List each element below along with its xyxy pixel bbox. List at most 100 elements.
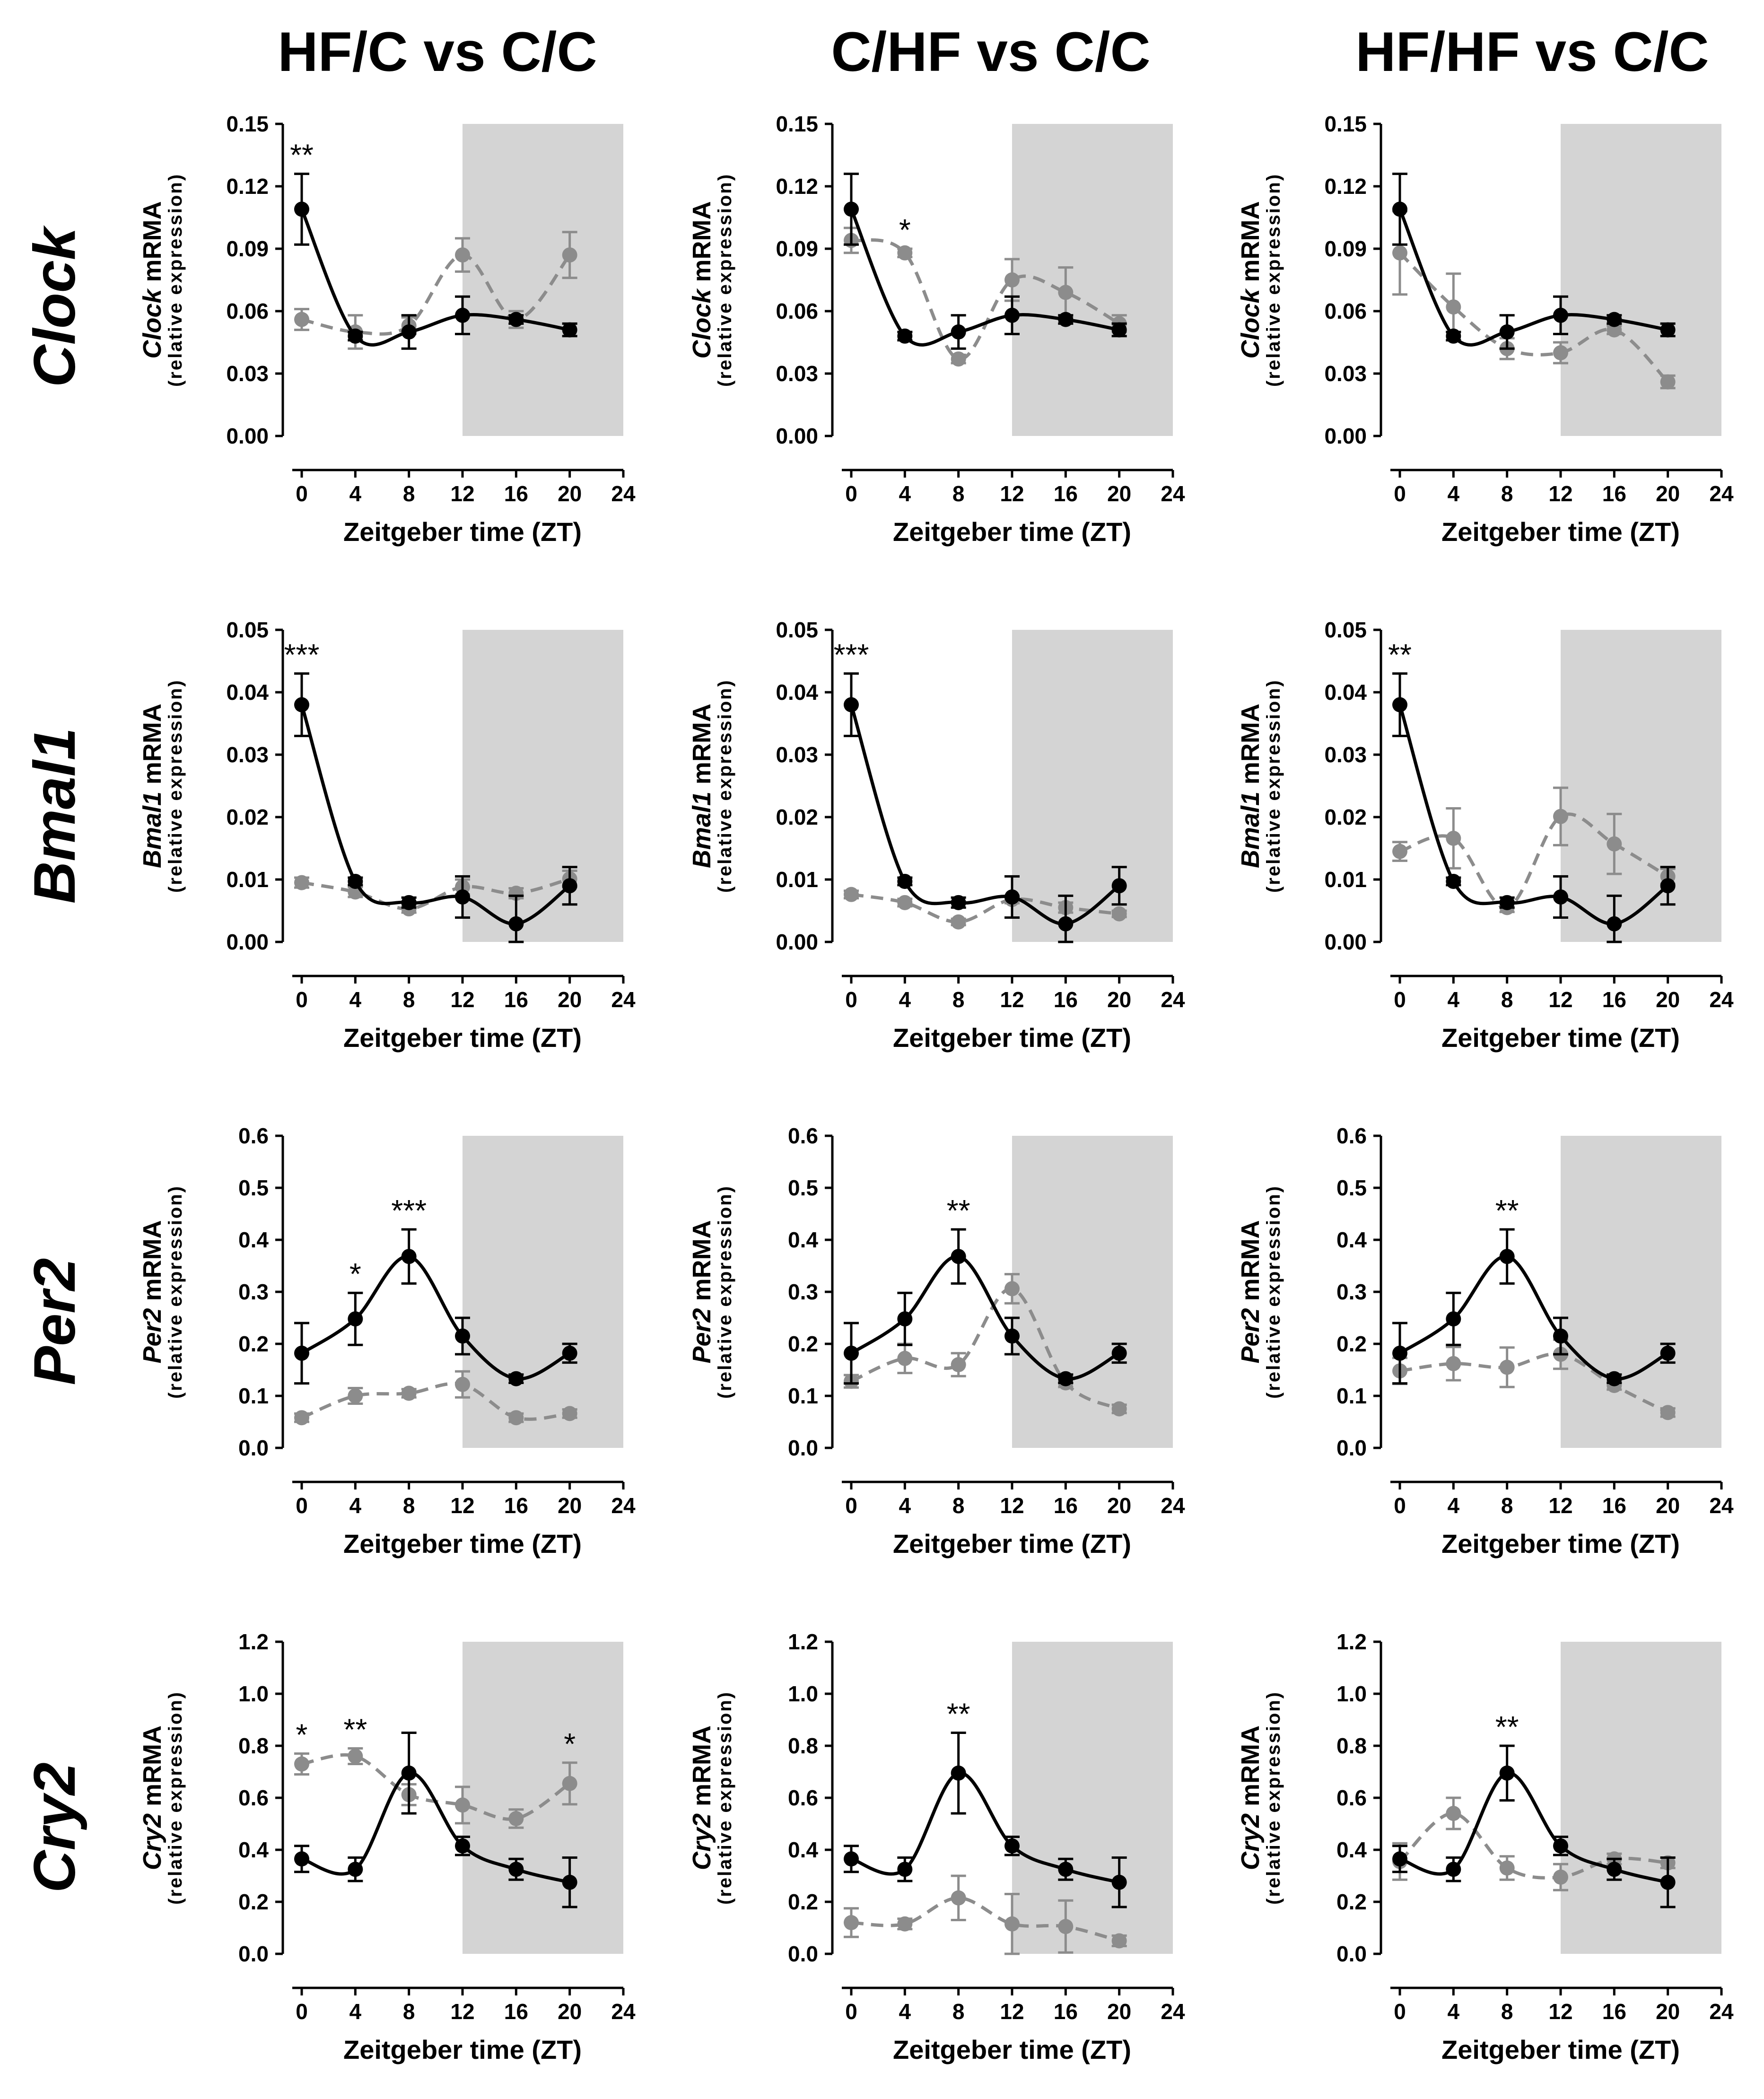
data-point: [1004, 272, 1020, 287]
significance-marker: **: [947, 1697, 970, 1731]
y-axis-label-unit: mRMA: [138, 1725, 166, 1813]
y-tick-label: 0.04: [776, 680, 818, 705]
significance-marker: **: [290, 138, 314, 172]
y-tick-label: 0.4: [1336, 1838, 1367, 1862]
y-tick-label: 0.2: [238, 1890, 269, 1914]
y-tick-label: 0.0: [788, 1942, 818, 1966]
series-c-c: [844, 1228, 1127, 1386]
x-tick-label: 0: [1394, 987, 1406, 1012]
y-tick-label: 0.00: [1324, 424, 1367, 448]
data-point: [897, 328, 913, 344]
y-tick-label: 1.0: [788, 1681, 818, 1706]
data-point: [294, 1851, 309, 1867]
data-point: [508, 1811, 524, 1826]
significance-marker: ***: [834, 637, 869, 671]
x-tick-label: 4: [899, 481, 911, 506]
y-tick-label: 0.00: [1324, 930, 1367, 954]
x-tick-label: 0: [845, 1999, 857, 2024]
data-point: [1111, 906, 1127, 922]
y-axis-label-gene: Per2: [688, 1308, 716, 1363]
data-point: [897, 1862, 913, 1877]
x-tick-label: 8: [1501, 1999, 1513, 2024]
data-point: [897, 1311, 913, 1327]
data-point: [562, 1406, 577, 1421]
data-point: [1553, 307, 1568, 323]
series-c-c: [294, 672, 577, 943]
x-tick-label: 8: [1501, 1493, 1513, 1518]
y-tick-label: 0.02: [1324, 805, 1367, 829]
data-point: [897, 1350, 913, 1366]
dark-phase-shading: [1012, 1136, 1173, 1448]
data-point: [1553, 1328, 1568, 1344]
dark-phase-shading: [1012, 630, 1173, 942]
series-c-hf: [844, 1874, 1127, 1955]
data-point: [508, 886, 524, 901]
y-tick-label: 0.01: [1324, 867, 1367, 892]
series-c-c: [294, 173, 577, 350]
x-axis-label: Zeitgeber time (ZT): [343, 2035, 582, 2064]
y-axis-label: Bmal1 mRMA: [1236, 704, 1265, 868]
x-tick-label: 16: [1602, 987, 1626, 1012]
y-tick-label: 1.2: [788, 1629, 818, 1654]
y-tick-label: 0.06: [776, 299, 818, 323]
x-tick-label: 24: [1709, 1493, 1734, 1518]
y-tick-label: 0.2: [1336, 1332, 1367, 1356]
x-tick-label: 4: [899, 1493, 911, 1518]
y-axis-label-gene: Per2: [138, 1308, 166, 1363]
y-tick-label: 0.3: [788, 1280, 818, 1304]
x-tick-label: 8: [952, 1999, 965, 2024]
data-point: [508, 1410, 524, 1426]
column-title: C/HF vs C/C: [831, 21, 1150, 83]
dark-phase-shading: [1561, 630, 1721, 942]
x-tick-label: 0: [296, 1493, 308, 1518]
data-point: [1660, 1405, 1676, 1420]
significance-marker: **: [1495, 1193, 1519, 1228]
x-tick-label: 20: [1107, 1493, 1131, 1518]
chart-panel-cry2-1: 0.0 0.2 0.4 0.6 0.8 1.0 1.2 0 4 8 12 16 20 24 Zeitgebe…: [138, 1629, 636, 2064]
data-point: [1446, 1806, 1461, 1821]
x-tick-label: 0: [845, 481, 857, 506]
x-tick-label: 16: [504, 987, 528, 1012]
y-tick-label: 0.12: [776, 174, 818, 199]
y-axis-label: Clock mRMA: [688, 201, 716, 358]
x-tick-label: 12: [1000, 1999, 1024, 2024]
y-tick-label: 0.02: [776, 805, 818, 829]
data-point: [1004, 1281, 1020, 1297]
significance-marker: *: [349, 1257, 361, 1291]
data-point: [1111, 1874, 1127, 1890]
data-point: [562, 878, 577, 894]
data-point: [1660, 878, 1676, 894]
dark-phase-shading: [1561, 1642, 1721, 1954]
x-axis-label: Zeitgeber time (ZT): [893, 517, 1131, 547]
series-c-c: [844, 1732, 1127, 1908]
y-tick-label: 0.03: [1324, 742, 1367, 767]
data-point: [1004, 1838, 1020, 1854]
data-point: [294, 1756, 309, 1772]
y-axis-sublabel: (relative expression): [165, 1185, 186, 1399]
x-tick-label: 4: [899, 987, 911, 1012]
data-point: [348, 1311, 363, 1327]
chart-panel-cry2-3: 0.0 0.2 0.4 0.6 0.8 1.0 1.2 0 4 8 12 16 20 24 Zeitgebe…: [1236, 1629, 1734, 2064]
x-tick-label: 24: [1709, 481, 1734, 506]
x-axis-label: Zeitgeber time (ZT): [893, 1529, 1131, 1559]
y-tick-label: 0.8: [1336, 1733, 1367, 1758]
data-point: [1660, 322, 1676, 338]
significance-marker: ***: [391, 1193, 427, 1228]
y-tick-label: 0.06: [226, 299, 269, 323]
y-axis-label-gene: Clock: [1236, 288, 1265, 359]
y-tick-label: 0.3: [1336, 1280, 1367, 1304]
dark-phase-shading: [1561, 124, 1721, 436]
data-point: [455, 1328, 470, 1344]
y-tick-label: 0.03: [776, 361, 818, 386]
x-tick-label: 0: [845, 1493, 857, 1518]
data-point: [401, 1385, 417, 1401]
data-point: [844, 1345, 859, 1361]
dark-phase-shading: [463, 124, 623, 436]
x-tick-label: 0: [1394, 1493, 1406, 1518]
dark-phase-shading: [463, 1136, 623, 1448]
data-point: [897, 245, 913, 261]
data-point: [562, 322, 577, 338]
y-tick-label: 0.00: [776, 424, 818, 448]
y-tick-label: 0.6: [1336, 1124, 1367, 1148]
x-tick-label: 16: [1602, 1999, 1626, 2024]
